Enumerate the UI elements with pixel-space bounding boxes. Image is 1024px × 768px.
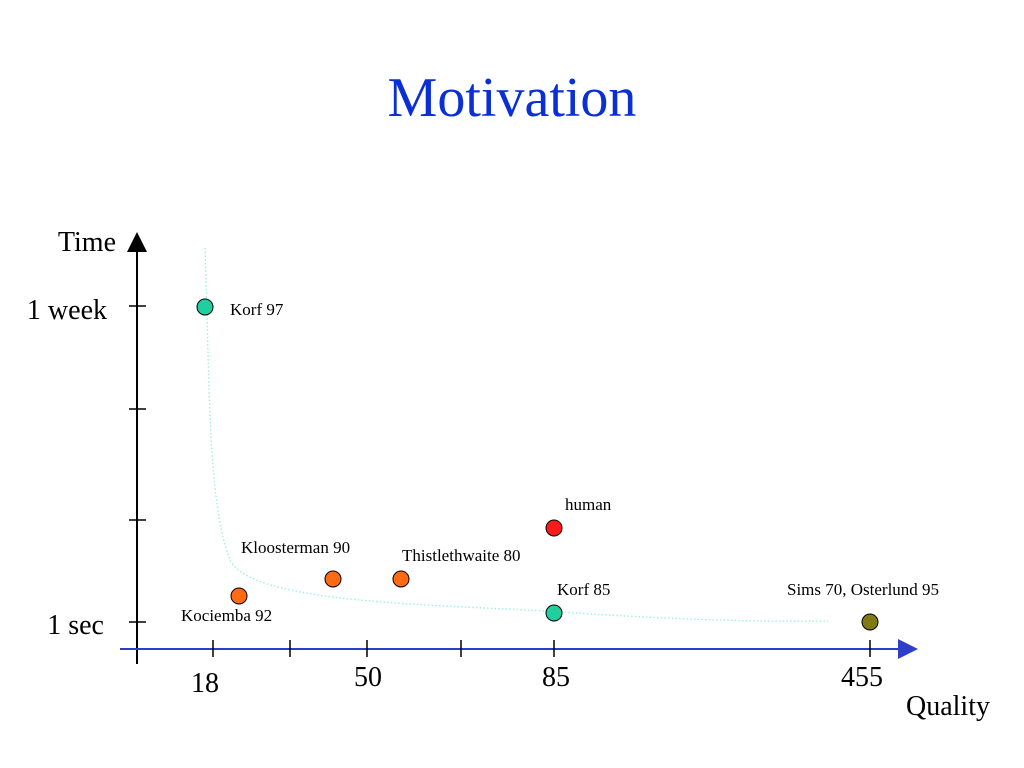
label-sims-osterlund: Sims 70, Osterlund 95 <box>787 580 939 599</box>
data-point-sims-osterlund <box>861 613 879 631</box>
slide-title: Motivation <box>387 67 637 129</box>
data-point-human <box>545 519 563 537</box>
x-tick-label-455: 455 <box>841 662 883 693</box>
label-korf-85: Korf 85 <box>557 580 610 599</box>
label-kociemba-92: Kociemba 92 <box>181 606 272 625</box>
label-human: human <box>565 495 612 514</box>
x-tick-label-50: 50 <box>354 662 382 693</box>
data-point-kociemba-92 <box>230 587 248 605</box>
y-tick-label-1-week: 1 week <box>27 295 107 326</box>
data-point-korf-97 <box>196 298 214 316</box>
label-korf-97: Korf 97 <box>230 300 284 319</box>
x-tick-label-85: 85 <box>542 662 570 693</box>
data-point-korf-85 <box>545 604 563 622</box>
x-tick-label-18: 18 <box>191 668 219 699</box>
label-kloosterman-90: Kloosterman 90 <box>241 538 350 557</box>
y-tick-label-1-sec: 1 sec <box>47 610 104 641</box>
data-point-thistlethwaite-80 <box>392 570 410 588</box>
data-point-kloosterman-90 <box>324 570 342 588</box>
trend-curve <box>204 247 829 622</box>
label-thistlethwaite-80: Thistlethwaite 80 <box>402 546 521 565</box>
x-axis-title: Quality <box>906 691 990 722</box>
y-axis-title: Time <box>58 227 116 258</box>
